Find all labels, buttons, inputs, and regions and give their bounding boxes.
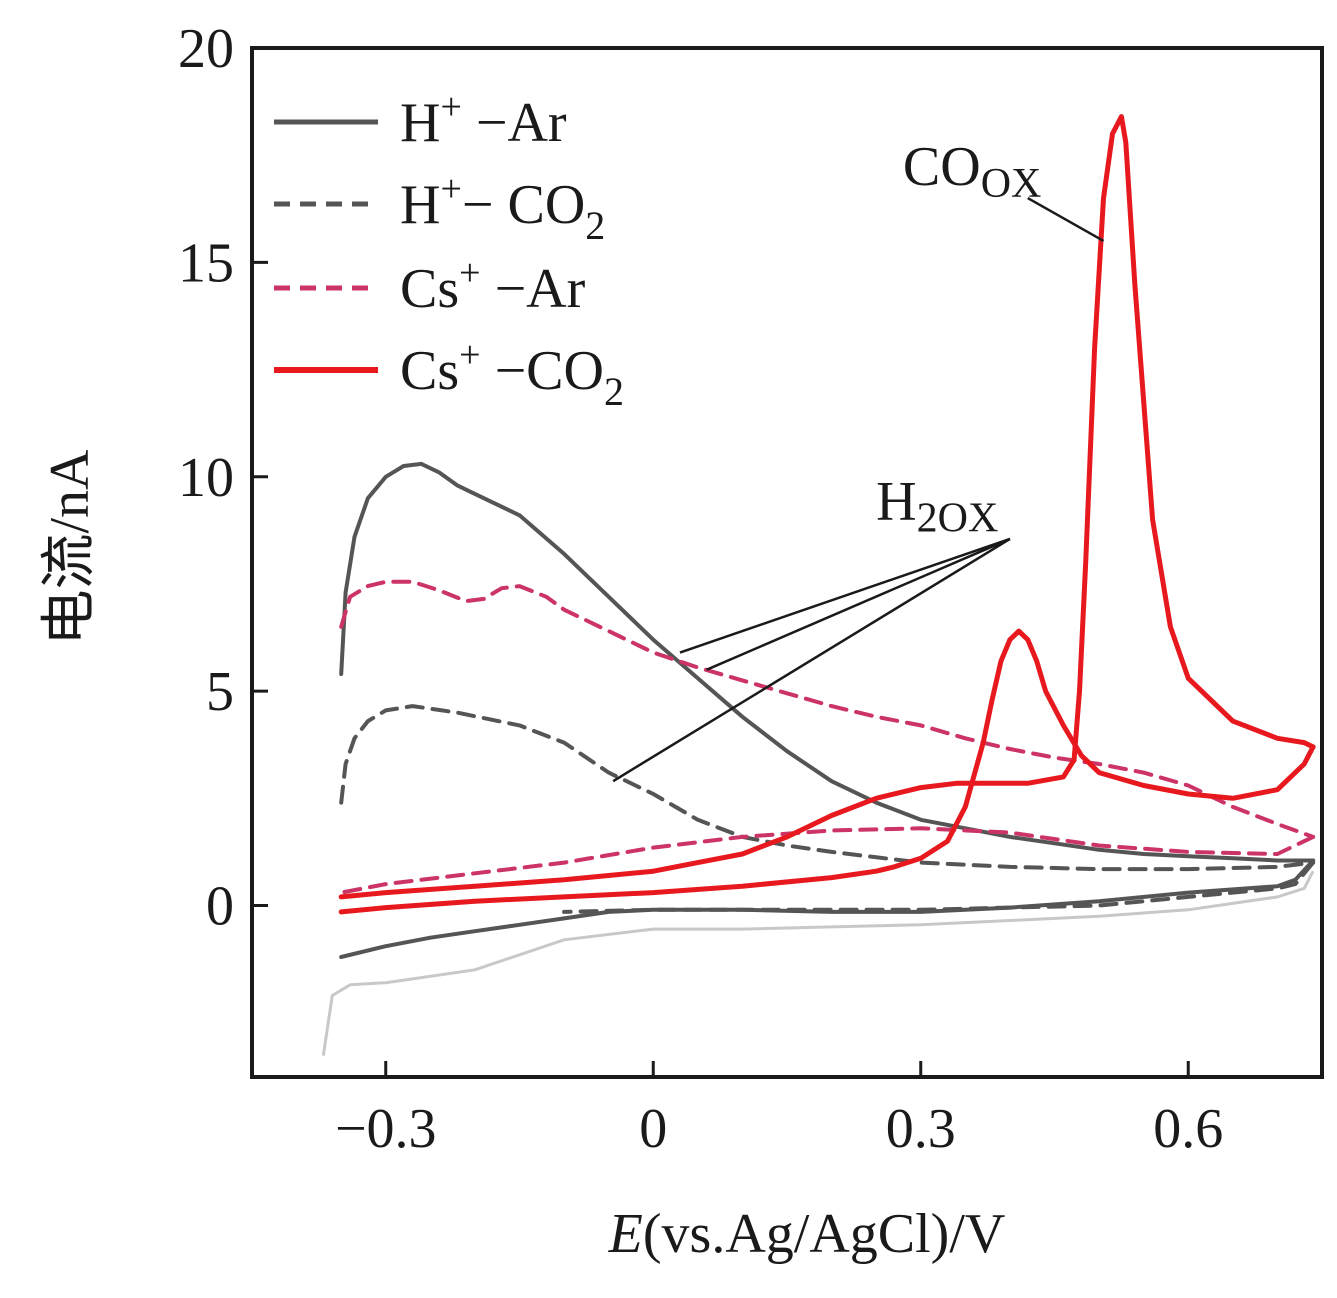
y-tick-label: 0 — [206, 876, 234, 938]
series-3-forward-line — [338, 628, 1316, 915]
annotation-0-label: COOX — [903, 136, 1041, 207]
series-2-forward-line — [339, 579, 1316, 839]
x-tick-label: 0.6 — [1153, 1098, 1223, 1160]
plot-frame — [250, 46, 1324, 1079]
curves-layer — [321, 114, 1316, 1056]
x-tick-label: −0.3 — [335, 1098, 437, 1160]
y-tick-label: 20 — [178, 18, 234, 80]
background-trace-0 — [321, 870, 1315, 1056]
y-tick-label: 10 — [178, 447, 234, 509]
x-axis-title: E(vs.Ag/AgCl)/V — [608, 1203, 1006, 1265]
annotation-0-leader-0 — [1027, 196, 1105, 243]
y-tick-label: 5 — [206, 661, 234, 723]
annotation-1-label: H2OX — [876, 471, 998, 542]
series-3-reverse-line — [338, 114, 1316, 900]
x-axis-title-variable: E — [608, 1203, 643, 1265]
x-axis-title-unit: (vs.Ag/AgCl)/V — [643, 1203, 1005, 1265]
annotation-1-leader-2 — [612, 537, 1011, 783]
annotation-1-leader-0 — [679, 537, 1011, 654]
annotation-1-leader-1 — [706, 537, 1011, 671]
ticks-layer: −0.3 0 0.3 0.6 0 5 10 15 20 — [178, 18, 1223, 1160]
annotations-layer: COOX H2OX — [612, 136, 1105, 783]
series-0-forward-line — [339, 461, 1316, 863]
legend-label-1: H+− CO2 — [400, 168, 605, 248]
y-tick-label: 15 — [178, 232, 234, 294]
x-tick-label: 0.3 — [886, 1098, 956, 1160]
legend-label-3: Cs+ −CO2 — [400, 334, 624, 414]
series-1-reverse-line — [562, 860, 1316, 914]
x-tick-label: 0 — [639, 1098, 667, 1160]
series-1-forward-line — [339, 704, 1316, 872]
legend-label-2: Cs+ −Ar — [400, 252, 586, 320]
y-axis-title: 电流/nA — [39, 449, 101, 646]
series-2-reverse-line — [339, 826, 1316, 895]
legend-label-0: H+ −Ar — [400, 86, 567, 154]
